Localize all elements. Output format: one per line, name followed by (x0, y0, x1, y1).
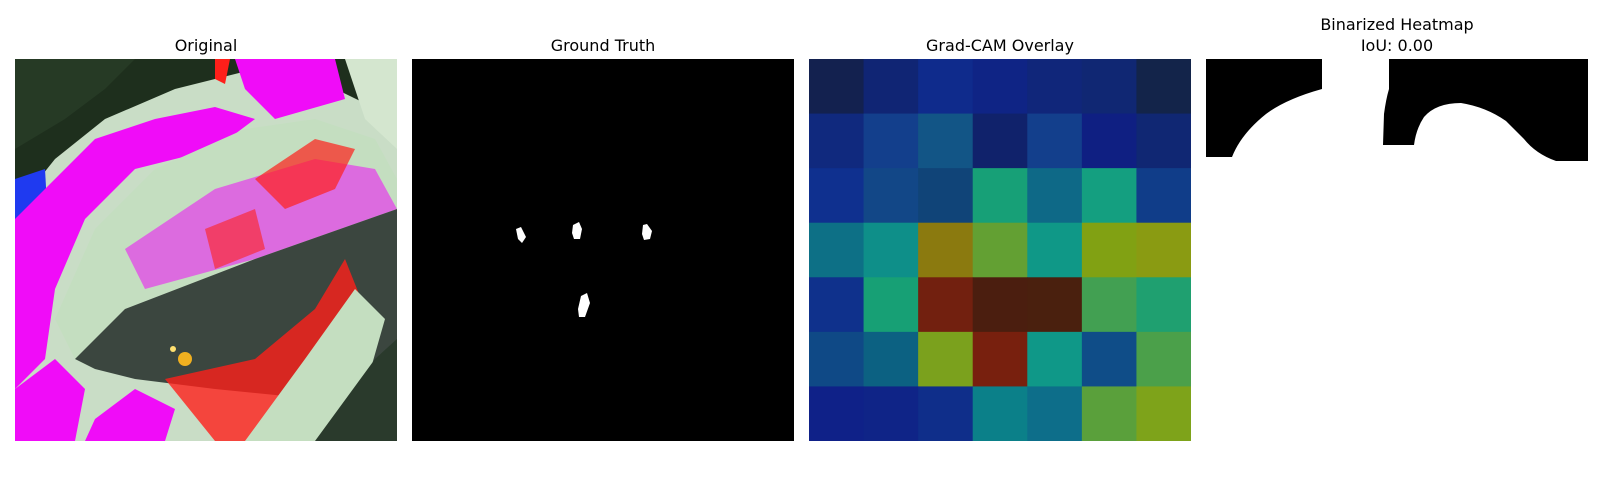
ground-truth-mask (412, 59, 794, 441)
panel-title: Ground Truth (550, 36, 656, 55)
heatmap-cell-r5-c3 (972, 331, 1028, 387)
heatmap-cell-r1-c0 (809, 113, 865, 169)
heatmap-cell-r4-c3 (972, 277, 1028, 333)
heatmap-cell-r4-c1 (863, 277, 919, 333)
heatmap-cell-r6-c3 (972, 386, 1028, 441)
heatmap-cell-r5-c1 (863, 331, 919, 387)
heatmap-cell-r3-c2 (918, 222, 974, 278)
heatmap-cell-r1-c1 (863, 113, 919, 169)
heatmap-cell-r6-c2 (918, 386, 974, 441)
binarized-mask (1206, 59, 1588, 441)
heatmap-cell-r0-c1 (863, 59, 919, 115)
gradcam-heatmap (809, 59, 1191, 441)
panel-title: Original (174, 36, 238, 55)
heatmap-cell-r0-c2 (918, 59, 974, 115)
heatmap-cell-r6-c6 (1136, 386, 1191, 441)
heatmap-cell-r4-c5 (1081, 277, 1137, 333)
heatmap-cell-r0-c4 (1027, 59, 1083, 115)
heatmap-cell-r1-c4 (1027, 113, 1083, 169)
heatmap-cell-r5-c6 (1136, 331, 1191, 387)
panel-title: Binarized Heatmap (1320, 15, 1474, 34)
leaf-image (15, 59, 397, 441)
heatmap-cell-r5-c5 (1081, 331, 1137, 387)
heatmap-cell-r5-c4 (1027, 331, 1083, 387)
heatmap-cell-r2-c3 (972, 168, 1028, 224)
heatmap-cell-r2-c2 (918, 168, 974, 224)
heatmap-cell-r3-c6 (1136, 222, 1191, 278)
heatmap-cell-r2-c1 (863, 168, 919, 224)
heatmap-cell-r3-c0 (809, 222, 865, 278)
heatmap-cell-r4-c4 (1027, 277, 1083, 333)
heatmap-cell-r6-c0 (809, 386, 865, 441)
heatmap-cell-r5-c0 (809, 331, 865, 387)
panel-binarized: Binarized Heatmap IoU: 0.00 (1206, 0, 1588, 500)
original-image (15, 59, 397, 441)
panel-gradcam: Grad-CAM Overlay (809, 0, 1191, 500)
heatmap-grid (809, 59, 1191, 441)
panel-original: Original (15, 0, 397, 500)
heatmap-cell-r5-c2 (918, 331, 974, 387)
mask-image (412, 59, 794, 441)
heatmap-cell-r2-c6 (1136, 168, 1191, 224)
heatmap-cell-r0-c5 (1081, 59, 1137, 115)
heatmap-cell-r2-c5 (1081, 168, 1137, 224)
heatmap-cell-r1-c5 (1081, 113, 1137, 169)
panel-ground-truth: Ground Truth (412, 0, 794, 500)
binary-image (1206, 59, 1588, 441)
heatmap-cell-r2-c4 (1027, 168, 1083, 224)
heatmap-cell-r4-c6 (1136, 277, 1191, 333)
iou-label: IoU: 0.00 (1360, 36, 1434, 55)
panel-title: Grad-CAM Overlay (926, 36, 1074, 55)
heatmap-cell-r6-c1 (863, 386, 919, 441)
heatmap-cell-r0-c0 (809, 59, 865, 115)
heatmap-cell-r0-c3 (972, 59, 1028, 115)
heatmap-cell-r3-c1 (863, 222, 919, 278)
heatmap-cell-r6-c4 (1027, 386, 1083, 441)
heatmap-cell-r1-c6 (1136, 113, 1191, 169)
heatmap-cell-r1-c2 (918, 113, 974, 169)
heatmap-cell-r0-c6 (1136, 59, 1191, 115)
heatmap-cell-r3-c4 (1027, 222, 1083, 278)
heatmap-cell-r4-c0 (809, 277, 865, 333)
heatmap-cell-r3-c5 (1081, 222, 1137, 278)
heatmap-cell-r4-c2 (918, 277, 974, 333)
heatmap-cell-r6-c5 (1081, 386, 1137, 441)
heatmap-cell-r1-c3 (972, 113, 1028, 169)
heatmap-cell-r3-c3 (972, 222, 1028, 278)
heatmap-cell-r2-c0 (809, 168, 865, 224)
